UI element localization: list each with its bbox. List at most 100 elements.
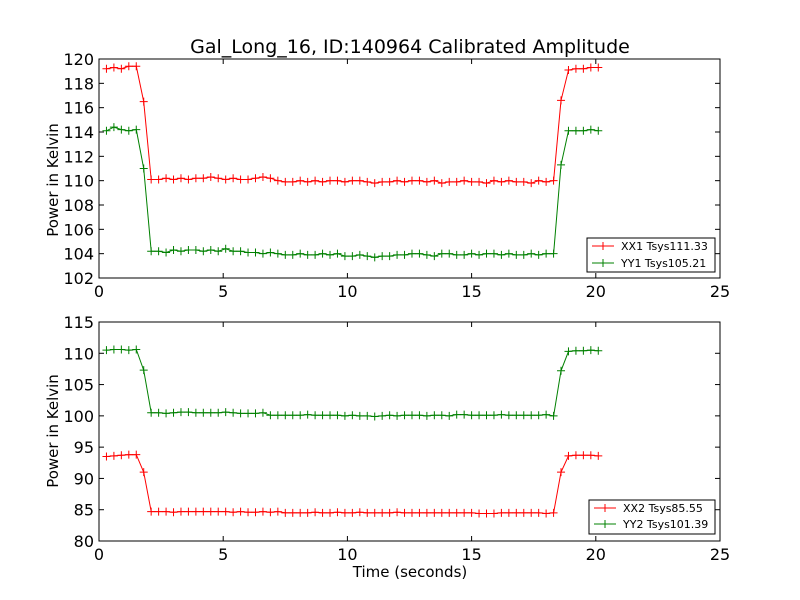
bottom-panel: Power in Kelvin Time (seconds) 0 5 10 15 20 2… — [44, 313, 730, 581]
bottom-series-0-point — [430, 508, 439, 517]
top-series-1-point — [199, 247, 208, 256]
bottom-series-0-point — [557, 468, 566, 477]
bottom-series-1-point — [363, 411, 372, 420]
bottom-series-1-point — [475, 411, 484, 420]
bottom-series-1-point — [407, 411, 416, 420]
top-series-1-point — [147, 247, 156, 256]
top-series-0-point — [206, 173, 215, 182]
top-series-0-point — [139, 97, 148, 106]
top-x-tick-label: 0 — [94, 282, 104, 301]
bottom-series-1-point — [452, 410, 461, 419]
bottom-series-0-point — [326, 508, 335, 517]
bottom-series-0-point — [251, 508, 260, 517]
bottom-series-0-point — [385, 508, 394, 517]
top-series-1-point — [385, 252, 394, 261]
top-series-0-point — [184, 175, 193, 184]
bottom-series-0-point — [445, 508, 454, 517]
top-series-1-point — [266, 248, 275, 257]
top-series-1-point — [489, 249, 498, 258]
top-series-0-point — [534, 176, 543, 185]
top-plot-area: 0 5 10 15 20 25 102 104 106 108 110 112 114 116 118 120 — [63, 50, 730, 301]
top-series-0-point — [244, 175, 253, 184]
top-series-1-point — [422, 250, 431, 259]
top-series-0-point — [258, 173, 267, 182]
bottom-series-1-point — [229, 408, 238, 417]
top-series-1-point — [504, 249, 513, 258]
top-series-0-point — [162, 174, 171, 183]
bottom-series-1-point — [415, 411, 424, 420]
bottom-series-0-point — [176, 507, 185, 516]
top-series-0-point — [348, 176, 357, 185]
bottom-series-0-point — [273, 507, 282, 516]
bottom-series-0-point — [214, 507, 223, 516]
top-series-1-point — [512, 250, 521, 259]
top-series-0-point — [504, 176, 513, 185]
top-series-0-point — [288, 177, 297, 186]
bottom-series-0-point — [184, 507, 193, 516]
top-series-1-point — [281, 250, 290, 259]
top-x-tick-label: 5 — [218, 282, 228, 301]
bottom-series-0-point — [571, 451, 580, 460]
top-series-1-point — [437, 249, 446, 258]
top-y-tick-label: 108 — [63, 196, 94, 215]
top-series-1-point — [258, 249, 267, 258]
top-series-1-point — [154, 247, 163, 256]
top-series-0-point — [326, 176, 335, 185]
top-series-0-point — [400, 177, 409, 186]
top-series-1-point — [370, 253, 379, 262]
top-series-0-point — [214, 174, 223, 183]
top-series-0-point — [236, 175, 245, 184]
top-y-tick-label: 104 — [63, 245, 94, 264]
bottom-series-1-point — [236, 409, 245, 418]
bottom-series-1-point — [124, 346, 133, 355]
bottom-series-1-point — [430, 411, 439, 420]
bottom-x-axis-label: Time (seconds) — [352, 563, 468, 581]
top-series-0-point — [169, 175, 178, 184]
bottom-series-1-point — [326, 411, 335, 420]
bottom-plot-area: 0 5 10 15 20 25 80 85 90 95 100 105 110 115 — [63, 313, 730, 564]
top-y-tick-label: 106 — [63, 220, 94, 239]
bottom-series-0-point — [191, 507, 200, 516]
bottom-legend-label-xx2: XX2 Tsys85.55 — [623, 502, 703, 515]
top-series-0-point — [102, 64, 111, 73]
top-series-0-point — [132, 62, 141, 71]
top-panel: Power in Kelvin 0 5 10 15 20 25 102 104 106 108 11… — [44, 50, 730, 301]
bottom-series-0-point — [475, 509, 484, 518]
bottom-series-1-point — [154, 408, 163, 417]
top-series-0-point — [303, 177, 312, 186]
bottom-series-0-point — [415, 508, 424, 517]
bottom-series-1-point — [445, 411, 454, 420]
top-series-0-point — [273, 176, 282, 185]
top-series-0-point — [296, 176, 305, 185]
bottom-series-0-point — [266, 508, 275, 517]
top-series-line-0 — [106, 65, 599, 184]
top-legend-box — [586, 237, 716, 273]
top-series-0-point — [117, 64, 126, 73]
top-series-1-point — [378, 252, 387, 261]
top-series-0-point — [109, 63, 118, 72]
top-series-1-point — [206, 246, 215, 255]
top-series-0-point — [497, 177, 506, 186]
top-series-1-point — [176, 247, 185, 256]
top-series-1-point — [184, 246, 193, 255]
bottom-series-1-point — [311, 411, 320, 420]
top-series-1-point — [467, 249, 476, 258]
bottom-series-0-point — [296, 508, 305, 517]
bottom-series-1-point — [527, 411, 536, 420]
top-series-1-point — [355, 250, 364, 259]
bottom-series-1-point — [393, 411, 402, 420]
bottom-series-0-point — [549, 508, 558, 517]
bottom-series-0-point — [355, 508, 364, 517]
bottom-series-0-point — [303, 508, 312, 517]
top-series-1-point — [303, 250, 312, 259]
bottom-series-1-point — [139, 366, 148, 375]
bottom-series-0-point — [460, 508, 469, 517]
bottom-series-0-point — [147, 507, 156, 516]
top-series-0-point — [378, 177, 387, 186]
top-y-tick-label: 102 — [63, 269, 94, 288]
bottom-x-tick-label: 0 — [94, 545, 104, 564]
bottom-series-0-point — [169, 508, 178, 517]
bottom-y-tick-label: 115 — [63, 313, 94, 332]
bottom-series-1-point — [437, 411, 446, 420]
